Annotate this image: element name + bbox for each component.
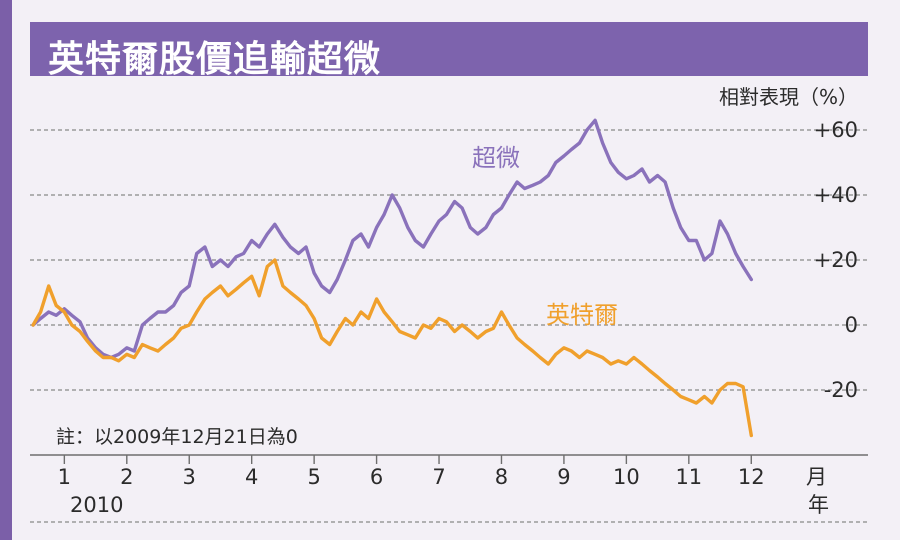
x-axis-month-unit: 月	[806, 465, 827, 489]
y-axis-ticks: +60 +40 +20 0 -20	[814, 118, 858, 402]
chart-title: 英特爾股價追輸超微	[48, 39, 382, 80]
series-label-amd: 超微	[472, 144, 520, 172]
x-tick-label-12: 12	[738, 465, 765, 489]
series-line-1	[31, 258, 753, 438]
y-tick-label-1: +40	[814, 183, 858, 207]
series-line-0	[31, 118, 753, 360]
y-tick-label-2: +20	[814, 248, 858, 272]
y-axis-label: 相對表現（%）	[719, 85, 858, 109]
x-tick-label-1: 1	[58, 465, 71, 489]
baseline-note: 註：以2009年12月21日為0	[56, 426, 298, 448]
x-tick-label-6: 6	[370, 465, 383, 489]
x-tick-label-5: 5	[307, 465, 320, 489]
y-tick-label-4: -20	[824, 378, 858, 402]
x-tick-label-11: 11	[675, 465, 702, 489]
series-lines	[31, 118, 753, 438]
x-tick-label-9: 9	[557, 465, 570, 489]
x-tick-label-7: 7	[432, 465, 445, 489]
y-tick-label-3: 0	[845, 313, 858, 337]
left-accent-bar	[0, 0, 12, 540]
x-tick-label-2: 2	[120, 465, 133, 489]
x-axis: 1 2 3 4 5 6 7 8 9 10 11 12	[30, 454, 868, 523]
x-tick-label-8: 8	[495, 465, 508, 489]
x-tick-label-3: 3	[183, 465, 196, 489]
x-tick-label-4: 4	[245, 465, 258, 489]
x-axis-year-label: 2010	[70, 493, 123, 517]
x-tick-label-10: 10	[613, 465, 640, 489]
title-banner: 英特爾股價追輸超微	[30, 22, 868, 80]
y-tick-label-0: +60	[814, 118, 858, 142]
x-axis-year-unit: 年	[808, 493, 829, 517]
series-label-intel: 英特爾	[546, 301, 618, 329]
